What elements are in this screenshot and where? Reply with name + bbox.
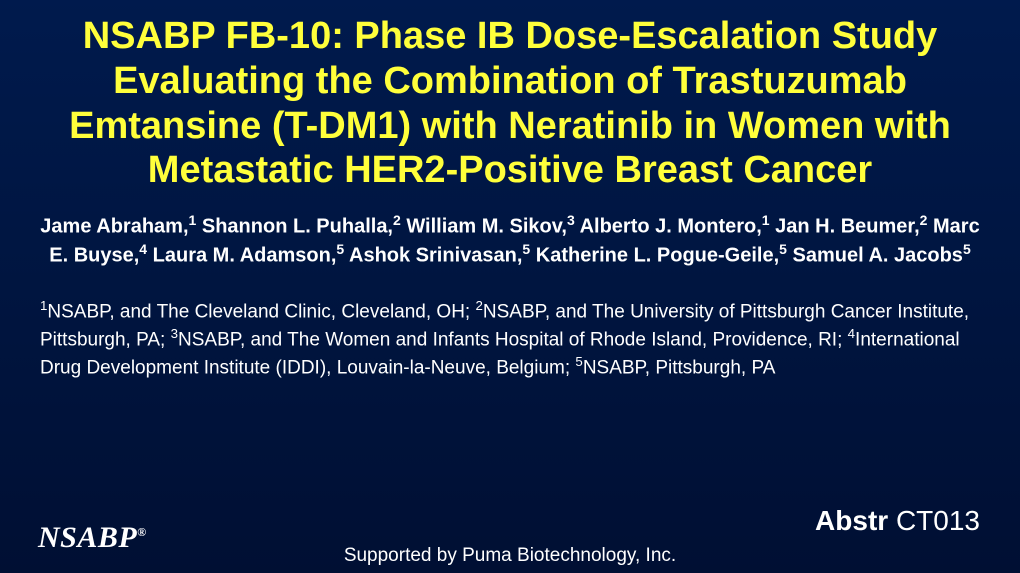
- abstract-code: CT013: [896, 505, 980, 536]
- authors-list: Jame Abraham,1 Shannon L. Puhalla,2 Will…: [0, 193, 1020, 268]
- abstract-number: Abstr CT013: [815, 505, 980, 537]
- affiliations-list: 1NSABP, and The Cleveland Clinic, Clevel…: [0, 269, 1020, 381]
- slide-title: NSABP FB-10: Phase IB Dose-Escalation St…: [0, 0, 1020, 193]
- abstract-label: Abstr: [815, 505, 888, 536]
- logo-registered-mark: ®: [137, 525, 146, 539]
- supported-by-text: Supported by Puma Biotechnology, Inc.: [0, 545, 1020, 567]
